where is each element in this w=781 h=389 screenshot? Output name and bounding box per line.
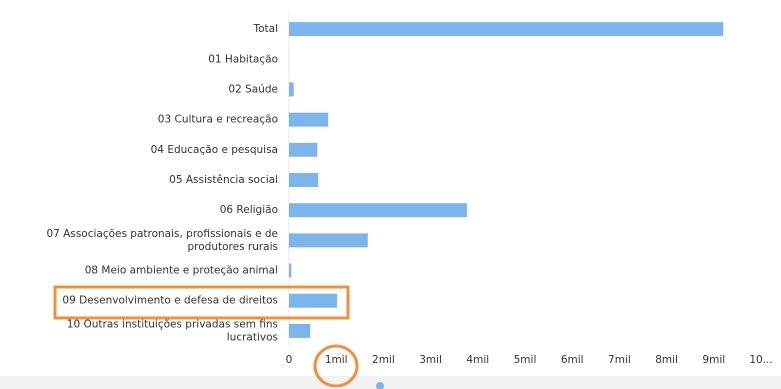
y-tick-label: 04 Educação e pesquisa [151,144,278,156]
y-tick-label: 07 Associações patronais, profissionais … [46,228,278,253]
bar [289,142,318,157]
y-tick-label: 02 Saúde [228,83,278,95]
y-tick-label: 06 Religião [220,204,278,216]
y-tick-label: 05 Assistência social [169,174,278,186]
bar [289,233,368,248]
x-tick-label: 5mil [514,354,537,366]
x-tick-label: 6mil [561,354,584,366]
x-tick-label: 7mil [608,354,631,366]
bar [289,203,467,218]
x-tick-label: 0 [286,354,293,366]
bar [289,293,338,308]
y-tick-label: 01 Habitação [208,53,278,65]
highlight-circle [313,344,359,388]
bar [289,323,311,338]
bar [289,22,724,37]
bar [289,173,319,187]
bar [289,112,329,127]
bar [289,82,294,97]
x-tick-label: 4mil [466,354,489,366]
y-tick-label: 03 Cultura e recreação [158,114,278,126]
x-tick-label: 10... [749,354,772,366]
x-tick-label: 2mil [372,354,395,366]
bar [289,263,292,278]
y-tick-label: 10 Outras instituições privadas sem fins… [67,318,278,343]
x-tick-label: 3mil [419,354,442,366]
y-tick-label: 09 Desenvolvimento e defesa de direitos [62,295,278,307]
x-tick-label: 9mil [702,354,725,366]
footer-band [0,376,781,389]
x-tick-label: 8mil [655,354,678,366]
legend-dot [376,382,384,389]
x-tick-label: 1mil [325,354,348,366]
highlight-box [53,285,350,320]
y-tick-label: 08 Meio ambiente e proteção animal [85,265,278,277]
y-tick-label: Total [252,23,278,35]
